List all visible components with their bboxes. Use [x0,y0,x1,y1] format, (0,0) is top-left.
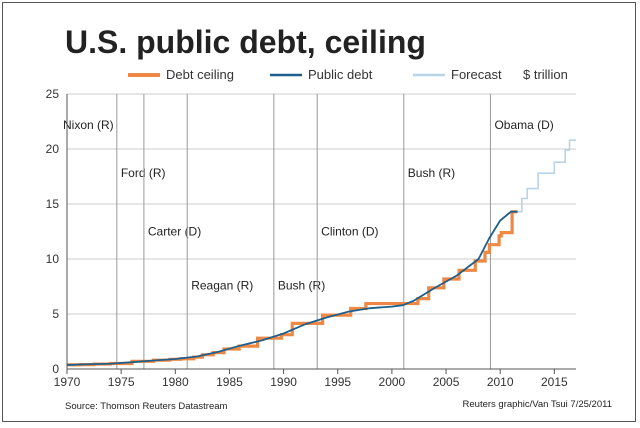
president-label: Bush (R) [278,278,325,292]
x-tick-label: 2005 [433,375,460,389]
x-tick-label: 1990 [270,375,297,389]
president-label: Ford (R) [121,166,166,180]
y-tick-label: 25 [46,87,60,101]
legend: Debt ceiling Public debt Forecast $ tril… [128,67,568,82]
y-tick-label: 20 [46,142,60,156]
president-label: Clinton (D) [321,225,378,239]
x-tick-label: 2000 [379,375,406,389]
y-tick-label: 10 [46,252,60,266]
grid [67,93,576,315]
y-tick-label: 5 [52,307,59,321]
credit-note: Reuters graphic/Van Tsui 7/25/2011 [463,399,612,410]
president-label: Nixon (R) [63,118,114,132]
debt-chart: U.S. public debt, ceiling Debt ceiling P… [46,24,612,412]
y-tick-label: 15 [46,197,60,211]
series-public-debt [66,210,518,366]
y-tick-label: 0 [52,362,59,376]
legend-label-debt-ceiling: Debt ceiling [166,67,234,82]
x-tick-label: 2010 [487,375,514,389]
president-terms: Nixon (R) Ford (R) Carter (D) Reagan (R) Bus… [63,94,554,369]
series-forecast [517,139,576,213]
legend-label-forecast: Forecast [451,67,502,82]
president-label: Reagan (R) [191,278,253,292]
x-tick-label: 1980 [162,375,189,389]
president-label: Obama (D) [494,118,553,132]
legend-label-public-debt: Public debt [308,67,373,82]
x-tick-label: 1975 [108,375,135,389]
x-tick-label: 1985 [216,375,243,389]
president-label: Bush (R) [408,166,455,180]
chart-title: U.S. public debt, ceiling [65,24,426,60]
source-note: Source: Thomson Reuters Datastream [65,401,228,412]
x-tick-label: 2015 [541,375,568,389]
axes: 0 5 10 15 20 25 1970 1975 1980 1985 1990 1995 2000 20… [46,87,576,389]
x-tick-label: 1995 [324,375,351,389]
series-lines [66,139,576,367]
unit-label: $ trillion [523,67,568,82]
x-tick-label: 1970 [54,375,81,389]
chart-frame: U.S. public debt, ceiling Debt ceiling P… [2,2,636,422]
president-label: Carter (D) [148,225,201,239]
